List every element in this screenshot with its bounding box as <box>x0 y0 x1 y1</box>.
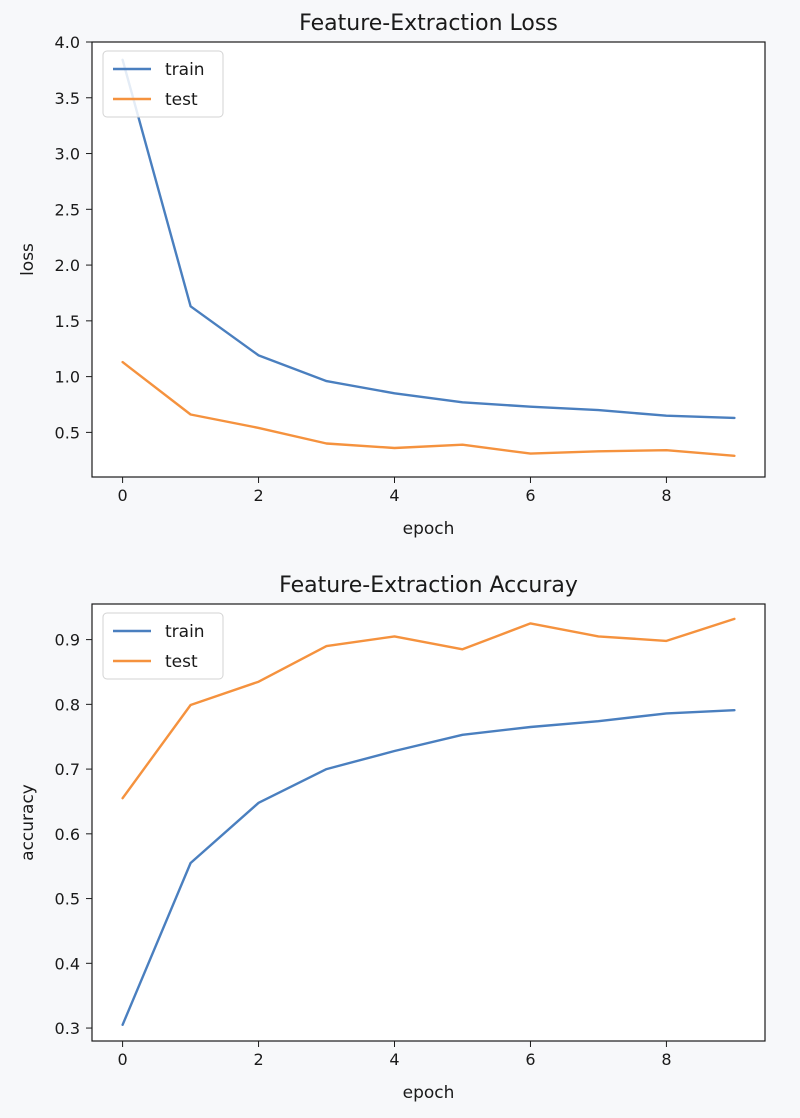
x-tick-label: 2 <box>253 1050 263 1069</box>
y-axis-label: loss <box>18 243 38 276</box>
data-point-test <box>257 680 261 684</box>
y-tick-label: 0.8 <box>55 695 80 714</box>
data-point-train <box>528 405 532 409</box>
data-point-test <box>121 360 125 364</box>
data-point-train <box>732 708 736 712</box>
x-tick-label: 0 <box>117 486 127 505</box>
legend-label-test: test <box>165 652 198 672</box>
data-point-test <box>257 426 261 430</box>
data-point-test <box>596 449 600 453</box>
data-point-train <box>393 749 397 753</box>
y-tick-label: 0.6 <box>55 825 80 844</box>
data-point-test <box>664 448 668 452</box>
series-line-test <box>121 360 736 457</box>
y-tick-label: 0.4 <box>55 954 80 973</box>
y-tick-label: 0.3 <box>55 1019 80 1038</box>
data-point-train <box>325 767 329 771</box>
chart-title: Feature-Extraction Accuray <box>279 573 578 598</box>
axes-frame <box>91 603 766 1042</box>
y-tick-label: 3.0 <box>55 145 80 164</box>
data-point-test <box>732 454 736 458</box>
y-tick-label: 0.5 <box>55 423 80 442</box>
y-tick-label: 4.0 <box>55 33 80 52</box>
y-tick-label: 2.5 <box>55 200 80 219</box>
legend-box <box>102 50 224 118</box>
data-point-test <box>121 796 125 800</box>
x-axis-label: epoch <box>403 1083 455 1103</box>
x-tick-label: 6 <box>525 486 535 505</box>
legend-label-test: test <box>165 90 198 110</box>
legend-box <box>102 612 224 680</box>
legend-label-train: train <box>165 622 205 642</box>
data-point-train <box>257 353 261 357</box>
chart-title: Feature-Extraction Loss <box>299 11 558 36</box>
data-point-test <box>393 446 397 450</box>
x-tick-label: 6 <box>525 1050 535 1069</box>
data-point-test <box>460 443 464 447</box>
y-tick-label: 1.0 <box>55 368 80 387</box>
data-point-test <box>528 452 532 456</box>
series-line-train <box>121 58 736 420</box>
data-point-test <box>460 647 464 651</box>
data-point-test <box>528 621 532 625</box>
data-point-test <box>325 442 329 446</box>
x-tick-label: 0 <box>117 1050 127 1069</box>
accuracy-chart: Feature-Extraction Accuray 0 2 4 6 8 0.3 0.4 0.5… <box>18 573 766 1103</box>
loss-chart: Feature-Extraction Loss 0 2 4 6 8 0.5 1.0 1.5 2.0… <box>18 11 766 539</box>
y-tick-label: 0.5 <box>55 890 80 909</box>
data-point-train <box>596 408 600 412</box>
data-point-train <box>189 861 193 865</box>
data-point-train <box>460 733 464 737</box>
data-point-test <box>393 634 397 638</box>
x-tick-label: 8 <box>661 1050 671 1069</box>
data-point-test <box>325 644 329 648</box>
data-point-test <box>189 413 193 417</box>
data-point-test <box>189 703 193 707</box>
data-point-train <box>393 391 397 395</box>
legend-label-train: train <box>165 60 205 80</box>
y-tick-label: 3.5 <box>55 89 80 108</box>
y-tick-label: 2.0 <box>55 256 80 275</box>
x-tick-label: 8 <box>661 486 671 505</box>
y-tick-label: 1.5 <box>55 312 80 331</box>
x-axis-label: epoch <box>403 519 455 539</box>
data-point-train <box>732 416 736 420</box>
y-axis-label: accuracy <box>18 784 38 861</box>
data-point-train <box>189 304 193 308</box>
x-tick-label: 2 <box>253 486 263 505</box>
data-point-train <box>325 379 329 383</box>
y-tick-label: 0.7 <box>55 760 80 779</box>
axes-frame <box>91 41 766 478</box>
data-point-test <box>664 639 668 643</box>
series-line-test <box>121 617 736 800</box>
series-line-train <box>121 709 736 1027</box>
data-point-train <box>528 725 532 729</box>
data-point-test <box>732 617 736 621</box>
data-point-train <box>460 400 464 404</box>
data-point-train <box>257 801 261 805</box>
data-point-train <box>664 711 668 715</box>
data-point-train <box>664 414 668 418</box>
x-tick-label: 4 <box>389 486 399 505</box>
data-point-test <box>596 634 600 638</box>
x-tick-label: 4 <box>389 1050 399 1069</box>
data-point-train <box>596 719 600 723</box>
y-tick-label: 0.9 <box>55 631 80 650</box>
data-point-train <box>121 1023 125 1027</box>
